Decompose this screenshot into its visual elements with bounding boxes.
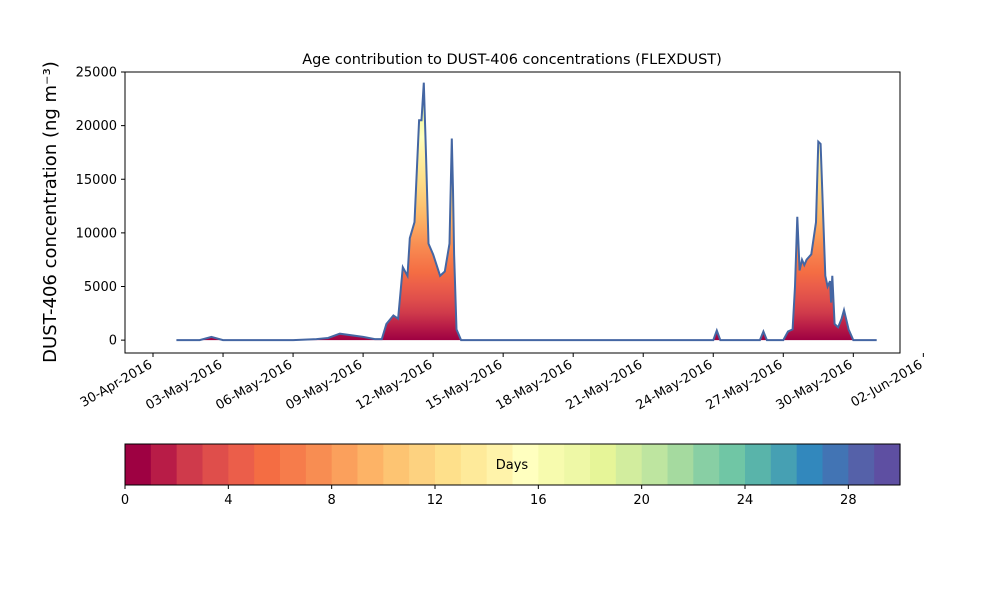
colorbar-cell [848,444,875,485]
colorbar-cell [176,444,204,485]
colorbar-tick-label: 4 [224,493,232,508]
colorbar-cell [357,444,384,485]
plot-area [176,82,877,342]
colorbar-cell [641,444,669,485]
x-tick-label: 02-Jun-2016 [849,357,926,410]
colorbar-cell [228,444,255,485]
colorbar-cell [538,444,565,485]
y-tick-label: 0 [109,334,117,349]
colorbar-label: Days [496,458,529,473]
colorbar-tick-label: 12 [427,493,444,508]
colorbar-cell [383,444,410,485]
x-tick-label: 03-May-2016 [143,357,225,413]
y-tick-label: 5000 [84,280,117,295]
x-tick-label: 30-May-2016 [774,357,856,413]
colorbar-cell [254,444,281,485]
colorbar-cell [796,444,824,485]
colorbar-tick-label: 8 [328,493,336,508]
y-axis-label: DUST-406 concentration (ng m⁻³) [40,61,61,363]
y-axis-ticks: 0 5000 10000 15000 20000 25000 [76,66,125,349]
chart-title: Age contribution to DUST-406 concentrati… [302,52,722,68]
colorbar-cell [305,444,333,485]
x-tick-label: 18-May-2016 [494,357,576,413]
x-tick-label: 15-May-2016 [423,357,505,413]
plot-frame [124,71,901,354]
x-tick-label: 06-May-2016 [213,357,295,413]
colorbar-cell [693,444,720,485]
colorbar-tick-label: 16 [530,493,547,508]
colorbar-cell [409,444,436,485]
colorbar-cell [615,444,643,485]
colorbar-ticks: 0 4 8 12 16 20 24 28 [121,485,857,508]
colorbar-cell [150,444,178,485]
colorbar-cell [667,444,694,485]
colorbar-tick-label: 24 [737,493,754,508]
colorbar-cell [125,444,152,485]
y-tick-label: 15000 [76,173,117,188]
colorbar-cells [125,444,901,485]
colorbar-cell [435,444,462,485]
x-tick-label: 30-Apr-2016 [78,357,155,410]
x-tick-label: 21-May-2016 [564,357,646,413]
colorbar-tick-label: 28 [840,493,857,508]
colorbar-cell [460,444,488,485]
colorbar: Days 0 4 8 12 16 20 24 28 [121,443,901,508]
colorbar-cell [719,444,746,485]
y-tick-label: 25000 [76,66,117,81]
x-axis-ticks: 30-Apr-201603-May-201606-May-201609-May-… [78,353,925,413]
colorbar-cell [486,444,514,485]
age-contribution-area [176,82,877,341]
x-tick-label: 27-May-2016 [704,357,786,413]
colorbar-cell [874,444,901,485]
colorbar-cell [590,444,617,485]
colorbar-cell [770,444,798,485]
x-tick-label: 09-May-2016 [283,357,365,413]
colorbar-cell [331,444,359,485]
colorbar-cell [822,444,849,485]
colorbar-cell [745,444,772,485]
colorbar-cell [280,444,307,485]
colorbar-cell [564,444,591,485]
x-tick-label: 24-May-2016 [634,357,716,413]
colorbar-tick-label: 20 [633,493,650,508]
colorbar-cell [512,444,539,485]
colorbar-cell [202,444,229,485]
colorbar-frame [124,443,901,486]
y-tick-label: 20000 [76,119,117,134]
colorbar-tick-label: 0 [121,493,129,508]
total-concentration-line [176,82,877,342]
y-tick-label: 10000 [76,226,117,241]
x-tick-label: 12-May-2016 [353,357,435,413]
